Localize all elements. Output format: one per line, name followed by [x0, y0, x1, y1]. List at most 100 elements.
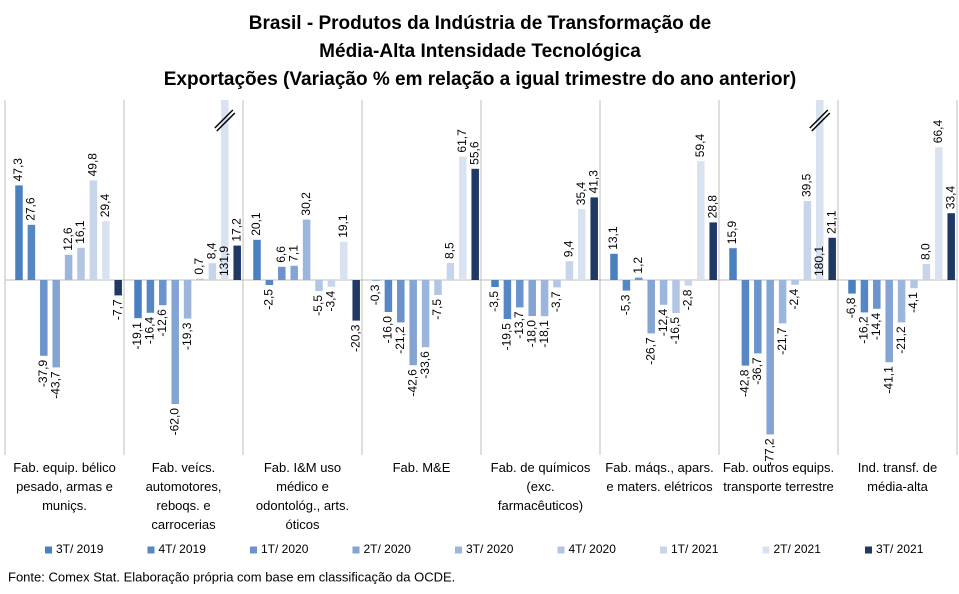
value-label: -7,7	[110, 299, 124, 320]
value-label: -3,5	[487, 291, 501, 312]
value-label: 8,5	[443, 242, 457, 259]
bar	[302, 219, 311, 280]
bar	[15, 185, 23, 280]
bar	[208, 263, 217, 280]
bar	[52, 280, 60, 368]
x-tick-label: Ind. transf. de média-alta	[857, 460, 938, 494]
bar	[77, 247, 85, 280]
value-label: -77,2	[762, 438, 776, 466]
bar	[729, 248, 737, 280]
legend-label: 2T/ 2020	[364, 542, 412, 556]
bar	[697, 161, 705, 280]
value-label: -21,2	[894, 326, 908, 354]
value-label: -0,3	[368, 284, 382, 305]
axis-break	[214, 109, 234, 129]
axis-break	[811, 112, 831, 132]
value-label: 7,1	[286, 245, 300, 262]
value-label: 27,6	[24, 197, 38, 221]
bar	[352, 280, 360, 321]
bar	[471, 168, 479, 280]
value-label: 15,9	[725, 221, 739, 245]
bar	[290, 265, 298, 280]
bar	[221, 100, 229, 280]
legend-swatch	[455, 546, 462, 554]
legend-label: 1T/ 2020	[261, 542, 309, 556]
bar	[159, 280, 167, 306]
bar	[635, 277, 643, 280]
bar	[384, 280, 393, 312]
value-label: -19,5	[500, 323, 514, 351]
value-label: 55,6	[467, 141, 481, 165]
value-label: -62,0	[167, 408, 181, 436]
value-label: -21,2	[393, 326, 407, 354]
legend-swatch	[250, 546, 257, 554]
value-label: -42,6	[405, 369, 419, 397]
value-label: -3,4	[324, 290, 338, 311]
value-label: 0,7	[192, 258, 206, 275]
value-label: 41,3	[586, 170, 600, 194]
value-label: 33,4	[943, 186, 957, 210]
value-label: -19,1	[130, 322, 144, 350]
value-label: -36,7	[750, 357, 764, 385]
value-label: -7,5	[430, 299, 444, 320]
value-label: 47,3	[11, 158, 25, 182]
value-label: -19,3	[180, 322, 194, 350]
bar	[885, 280, 893, 363]
value-label: 13,1	[606, 226, 620, 250]
bar	[491, 280, 499, 287]
value-label: 180,1	[812, 246, 826, 276]
chart-title: Exportações (Variação % em relação a igu…	[164, 69, 797, 90]
value-label: 61,7	[455, 129, 469, 153]
bar	[64, 254, 73, 280]
value-label: -26,7	[643, 337, 657, 365]
value-label: -16,0	[381, 316, 395, 344]
bar	[183, 280, 192, 319]
value-label: -16,4	[143, 316, 157, 344]
value-label: 66,4	[931, 120, 945, 144]
bars	[15, 100, 955, 435]
x-tick-label: Fab. máqs., apars. e maters. elétricos	[605, 460, 714, 494]
value-label: 8,4	[205, 242, 219, 259]
value-label: -18,0	[524, 320, 538, 348]
value-label: 29,4	[98, 194, 112, 218]
value-label: -37,9	[36, 359, 50, 387]
value-label: -4,1	[906, 292, 920, 313]
legend-swatch	[762, 546, 770, 554]
value-label: -43,7	[48, 371, 62, 399]
value-label: 19,1	[336, 214, 350, 238]
bar	[409, 280, 417, 366]
x-tick-label: Fab. outros equips. transporte terrestre	[722, 460, 835, 494]
value-label: -6,8	[844, 297, 858, 318]
bar	[233, 245, 241, 280]
value-label: 20,1	[249, 212, 263, 236]
x-tick-label: Fab. equip. bélico pesado, armas e muniç…	[13, 460, 116, 513]
bar	[922, 264, 931, 280]
bar	[114, 280, 122, 296]
bar	[397, 280, 405, 323]
value-label: 9,4	[562, 240, 576, 257]
legend-label: 3T/ 2020	[466, 542, 514, 556]
value-label: 59,4	[693, 134, 707, 158]
bar	[848, 280, 856, 294]
value-label: -13,7	[512, 311, 526, 339]
x-tick-label: Fab. veícs. automotores, reboqs. e carro…	[145, 460, 222, 532]
legend-label: 1T/ 2021	[671, 542, 719, 556]
bar	[278, 266, 286, 280]
bar	[40, 280, 48, 356]
legend-label: 3T/ 2019	[56, 542, 104, 556]
value-label: 28,8	[705, 195, 719, 219]
value-label: 49,8	[86, 153, 100, 177]
bar	[935, 147, 943, 280]
chart-title: Brasil - Produtos da Indústria de Transf…	[249, 13, 711, 34]
bar	[446, 263, 455, 280]
value-label: 35,4	[574, 182, 588, 206]
x-tick-label: Fab. M&E	[392, 460, 451, 475]
bar	[741, 280, 750, 366]
bar	[647, 280, 655, 334]
chart-title: Média-Alta Intensidade Tecnológica	[319, 41, 641, 62]
legend-swatch	[865, 546, 872, 554]
bar	[622, 280, 631, 291]
value-label: -41,1	[881, 366, 895, 394]
value-label: -12,4	[656, 308, 670, 336]
